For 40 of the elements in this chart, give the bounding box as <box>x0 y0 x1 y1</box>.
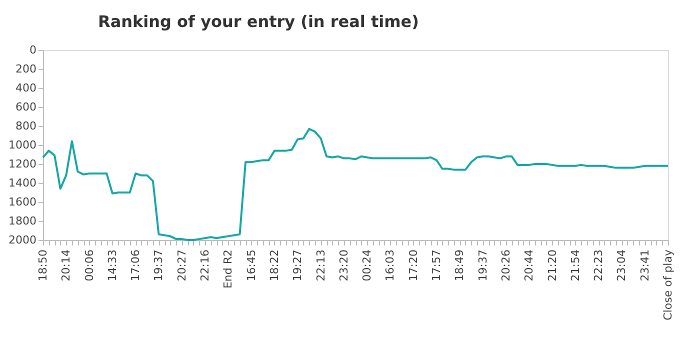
x-tick-label: 20:14 <box>60 250 73 282</box>
y-tick-label: 600 <box>16 100 36 114</box>
y-tick-label: 400 <box>16 82 36 94</box>
y-tick-label: 1800 <box>8 214 36 228</box>
x-tick-label: 19:27 <box>291 250 304 282</box>
x-tick-label: 19:37 <box>152 250 166 282</box>
y-tick-label: 800 <box>16 120 36 132</box>
y-tick-label: 1600 <box>8 196 36 208</box>
x-tick-label: 00:06 <box>82 250 96 282</box>
x-tick-label: 18:50 <box>36 250 50 282</box>
x-tick-label: 18:22 <box>268 250 281 282</box>
y-tick-label: 1200 <box>8 158 36 170</box>
x-tick-label: 20:44 <box>522 250 536 282</box>
x-tick-label: 23:04 <box>615 250 628 282</box>
x-tick-label: 19:37 <box>476 250 490 282</box>
y-tick-label: 1400 <box>8 176 36 190</box>
x-tick-label: 23:41 <box>638 250 652 282</box>
y-tick-label: 0 <box>30 44 36 56</box>
x-tick-label: 20:26 <box>499 250 512 282</box>
x-tick-label: 22:16 <box>198 250 212 282</box>
x-tick-label: 22:23 <box>592 250 606 282</box>
x-tick-label: 14:33 <box>106 250 119 282</box>
x-tick-label: 18:49 <box>453 250 466 282</box>
x-tick-label: 23:20 <box>337 250 350 282</box>
x-tick-label: 21:20 <box>546 250 559 282</box>
y-tick-label: 1000 <box>8 138 36 152</box>
chart-title: Ranking of your entry (in real time) <box>98 12 419 31</box>
x-tick-label: 21:54 <box>568 250 582 282</box>
y-tick-label: 2000 <box>8 234 36 246</box>
x-tick-label: 00:24 <box>360 250 374 282</box>
x-tick-label: 17:20 <box>406 250 420 282</box>
x-tick-label: 22:13 <box>314 250 328 282</box>
x-tick-label: 20:27 <box>175 250 188 282</box>
x-tick-label: End R2 <box>222 250 235 289</box>
y-tick-label: 200 <box>16 62 36 76</box>
x-tick-label: 17:57 <box>430 250 444 282</box>
x-tick-label: Close of play <box>662 249 674 320</box>
x-tick-label: 17:06 <box>129 250 142 282</box>
x-tick-label: 16:45 <box>244 250 258 282</box>
x-tick-label: 16:03 <box>384 250 397 282</box>
